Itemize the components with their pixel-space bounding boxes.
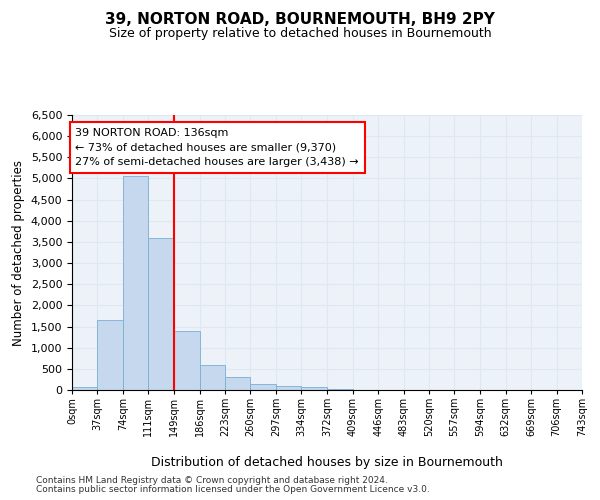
Text: Contains public sector information licensed under the Open Government Licence v3: Contains public sector information licen… <box>36 485 430 494</box>
Y-axis label: Number of detached properties: Number of detached properties <box>12 160 25 346</box>
Bar <box>276 386 301 390</box>
Text: 39 NORTON ROAD: 136sqm
← 73% of detached houses are smaller (9,370)
27% of semi-: 39 NORTON ROAD: 136sqm ← 73% of detached… <box>76 128 359 168</box>
Bar <box>97 320 123 390</box>
Bar <box>174 331 200 390</box>
Bar <box>328 388 353 390</box>
Bar <box>250 384 276 390</box>
Bar <box>301 387 326 390</box>
Text: Distribution of detached houses by size in Bournemouth: Distribution of detached houses by size … <box>151 456 503 469</box>
Bar <box>225 378 250 390</box>
Text: Contains HM Land Registry data © Crown copyright and database right 2024.: Contains HM Land Registry data © Crown c… <box>36 476 388 485</box>
Text: Size of property relative to detached houses in Bournemouth: Size of property relative to detached ho… <box>109 28 491 40</box>
Bar <box>123 176 148 390</box>
Bar <box>200 364 225 390</box>
Text: 39, NORTON ROAD, BOURNEMOUTH, BH9 2PY: 39, NORTON ROAD, BOURNEMOUTH, BH9 2PY <box>105 12 495 28</box>
Bar <box>148 238 173 390</box>
Bar <box>72 387 97 390</box>
